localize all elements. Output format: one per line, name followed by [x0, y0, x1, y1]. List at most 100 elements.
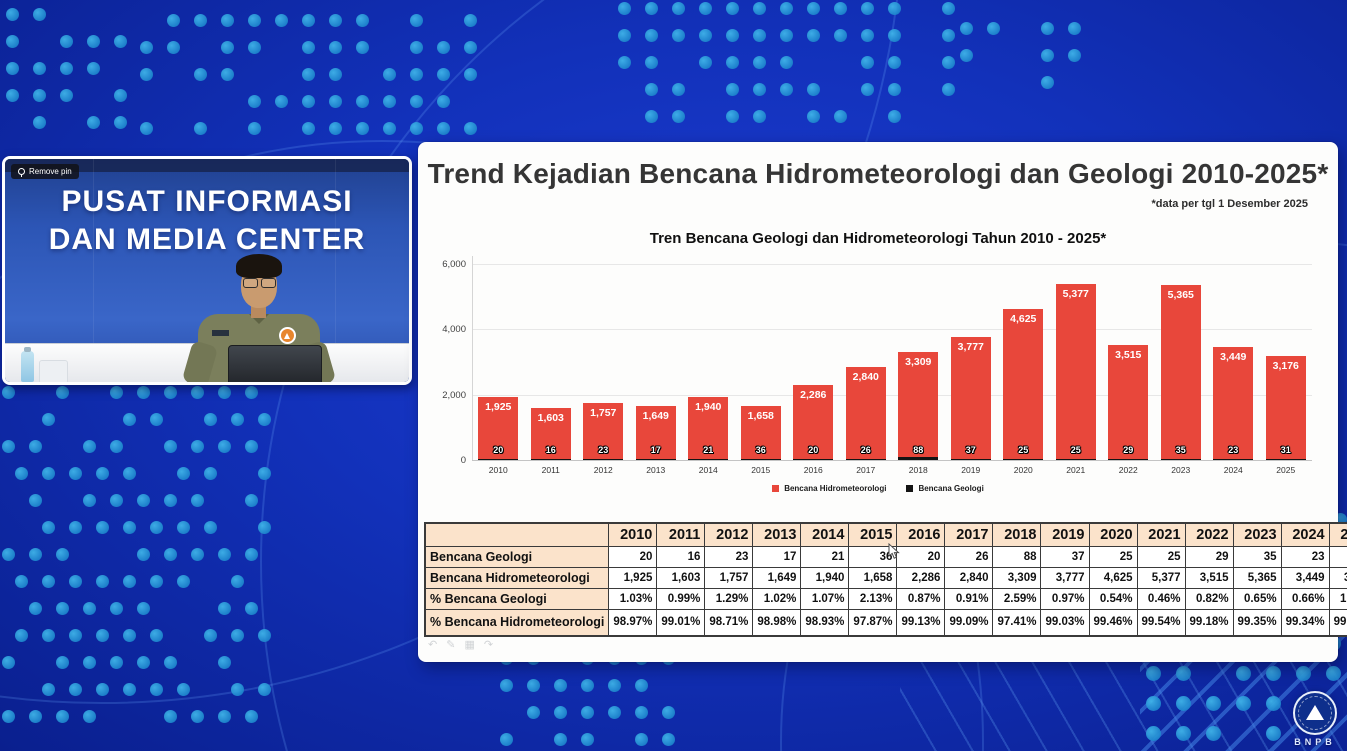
x-axis-tick-label: 2017	[856, 465, 876, 475]
table-cell: 20	[896, 546, 946, 568]
table-cell: 0.82%	[1184, 588, 1234, 610]
y-axis-tick-label: 0	[460, 455, 466, 466]
map-dot	[861, 56, 874, 69]
table-year-header: 2019	[1040, 522, 1090, 547]
map-dot	[191, 548, 204, 561]
x-axis-tick-label: 2015	[751, 465, 771, 475]
map-dot	[69, 683, 82, 696]
map-dot	[807, 83, 820, 96]
bar-value-label-2023: 5,365	[1167, 288, 1194, 301]
geologi-value-label-2010: 20	[493, 445, 504, 455]
map-dot	[69, 575, 82, 588]
map-dot	[1206, 696, 1221, 711]
map-dot	[33, 8, 46, 21]
table-cell: 3,309	[992, 567, 1042, 589]
map-dot	[581, 679, 594, 692]
geologi-value-label-2020: 25	[1018, 445, 1029, 455]
bar-hidrometeorologi-2017	[845, 367, 886, 460]
speaker-nametag	[212, 330, 229, 336]
table-year-header: 2015	[848, 522, 898, 547]
x-axis-tick-label: 2024	[1223, 465, 1243, 475]
map-dot	[245, 710, 258, 723]
map-dot	[888, 29, 901, 42]
table-cell: 17	[752, 546, 802, 568]
map-dot	[302, 41, 315, 54]
map-dot	[87, 116, 100, 129]
map-dot	[527, 706, 540, 719]
map-dot	[29, 710, 42, 723]
map-dot	[662, 706, 675, 719]
map-dot	[645, 83, 658, 96]
x-axis-tick-label: 2014	[698, 465, 718, 475]
map-dot	[356, 122, 369, 135]
map-dot	[1176, 666, 1191, 681]
map-dot	[56, 710, 69, 723]
map-dot	[248, 14, 261, 27]
map-dot	[231, 413, 244, 426]
map-dot	[2, 548, 15, 561]
table-cell: 25	[1136, 546, 1186, 568]
table-cell: 0.91%	[944, 588, 994, 610]
map-dot	[635, 679, 648, 692]
table-cell: 0.97%	[1040, 588, 1090, 610]
map-dot	[42, 521, 55, 534]
map-dot	[1146, 696, 1161, 711]
map-dot	[29, 440, 42, 453]
table-year-header: 2018	[992, 522, 1042, 547]
map-dot	[96, 521, 109, 534]
table-year-header: 2024	[1280, 522, 1330, 547]
map-dot	[1068, 22, 1081, 35]
table-cell: 0.46%	[1136, 588, 1186, 610]
table-row-label: % Bencana Hidrometeorologi	[424, 609, 610, 636]
table-cell: 99.09%	[944, 609, 994, 636]
map-dot	[204, 629, 217, 642]
map-dot	[42, 467, 55, 480]
map-dot	[356, 14, 369, 27]
pen-icon[interactable]: ✎	[446, 639, 456, 651]
chart-gridline	[472, 264, 1312, 265]
map-dot	[699, 56, 712, 69]
geologi-value-label-2017: 26	[860, 445, 871, 455]
undo-icon[interactable]: ↶	[428, 639, 438, 651]
bar-geologi-2023	[1160, 458, 1201, 460]
map-dot	[6, 35, 19, 48]
legend-label: Bencana Hidrometeorologi	[784, 484, 887, 493]
map-dot	[231, 575, 244, 588]
table-cell: 99.35%	[1232, 609, 1282, 636]
map-dot	[807, 29, 820, 42]
map-dot	[726, 110, 739, 123]
table-cell: 21	[800, 546, 850, 568]
map-dot	[69, 467, 82, 480]
table-cell: 26	[944, 546, 994, 568]
map-dot	[42, 575, 55, 588]
map-dot	[2, 656, 15, 669]
map-dot	[834, 2, 847, 15]
table-cell: 1.00%	[1328, 588, 1347, 610]
map-dot	[83, 710, 96, 723]
redo-icon[interactable]: ↷	[483, 639, 494, 651]
map-dot	[83, 656, 96, 669]
remove-pin-label: Remove pin	[29, 167, 72, 176]
map-dot	[861, 29, 874, 42]
bar-hidrometeorologi-2019	[950, 336, 991, 460]
speaker-collar	[249, 314, 269, 324]
map-dot	[581, 733, 594, 746]
table-cell: 3,515	[1184, 567, 1234, 589]
map-dot	[167, 14, 180, 27]
map-dot	[437, 41, 450, 54]
map-dot	[942, 29, 955, 42]
map-dot	[1146, 666, 1161, 681]
geologi-value-label-2012: 23	[598, 445, 609, 455]
geologi-value-label-2011: 16	[545, 445, 556, 455]
table-row-label: % Bencana Geologi	[424, 588, 610, 610]
grid-icon[interactable]: ▦	[464, 639, 475, 651]
map-dot	[204, 413, 217, 426]
table-year-header: 2020	[1088, 522, 1138, 547]
table-cell: 99.54%	[1136, 609, 1186, 636]
map-dot	[140, 68, 153, 81]
map-dot	[87, 62, 100, 75]
map-dot	[245, 494, 258, 507]
map-dot	[410, 41, 423, 54]
remove-pin-button[interactable]: Remove pin	[11, 164, 79, 179]
map-dot	[960, 22, 973, 35]
